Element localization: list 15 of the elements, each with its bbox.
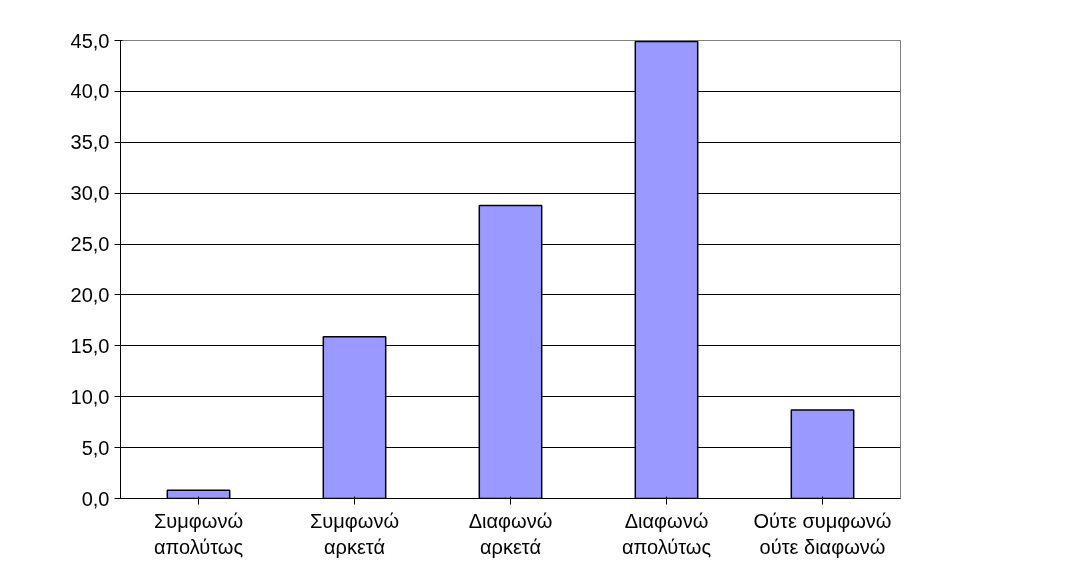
y-tick-label: 45,0 bbox=[70, 29, 110, 52]
y-tick-label: 40,0 bbox=[70, 80, 110, 103]
x-tick-label: Συμφωνώ αρκετά bbox=[309, 509, 400, 558]
x-tick-label: Διαφωνώ απολύτως bbox=[621, 509, 712, 558]
y-tick-label: 15,0 bbox=[70, 334, 110, 357]
y-tick-label: 10,0 bbox=[70, 385, 110, 408]
x-tick-label: Συμφωνώ απολύτως bbox=[153, 509, 244, 558]
y-tick-label: 5,0 bbox=[81, 436, 110, 459]
y-tick-label: 0,0 bbox=[81, 487, 110, 510]
y-tick-label: 35,0 bbox=[70, 131, 110, 154]
y-tick-label: 25,0 bbox=[70, 233, 110, 256]
x-tick-label: Διαφωνώ αρκετά bbox=[468, 509, 553, 558]
y-tick-label: 30,0 bbox=[70, 182, 110, 205]
x-tick-label: Ούτε συμφωνώ ούτε διαφωνώ bbox=[753, 509, 892, 558]
y-tick-label: 20,0 bbox=[70, 283, 110, 306]
